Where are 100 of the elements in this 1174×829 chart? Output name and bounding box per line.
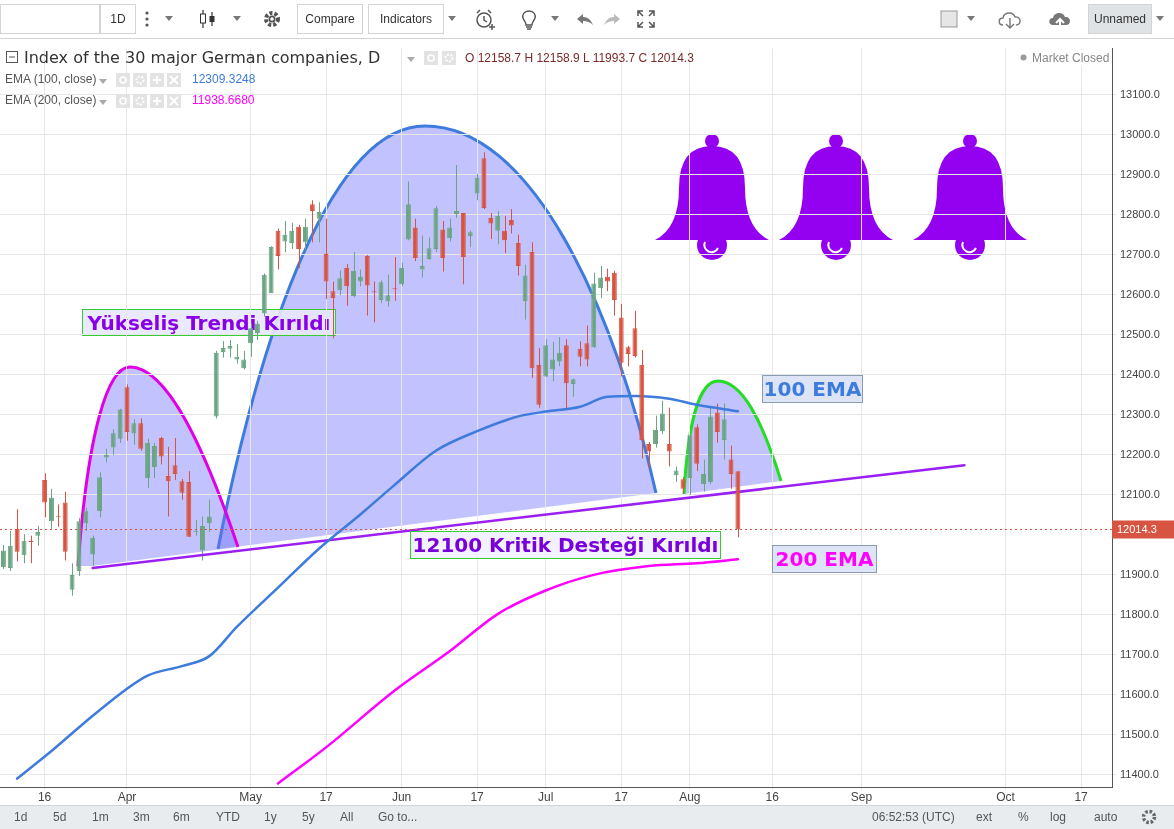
y-tick-label: 11900.0 [1120,567,1159,580]
x-tick-label: Sep [850,789,873,804]
text: log [1050,810,1067,824]
candlestick [69,562,75,597]
candlestick [110,428,116,456]
text: 5y [302,810,315,824]
ref-line-label: 12014.3 [1117,522,1157,535]
candlestick [42,472,48,518]
candlestick [330,281,336,339]
candlestick [206,499,212,533]
candlestick [556,336,562,367]
chart-title: Index of the 30 major German companies, D [24,48,381,67]
text: 1y [264,810,277,824]
candlestick [502,215,507,254]
y-tick-label: 11800.0 [1120,607,1159,620]
y-tick-label: 12900.0 [1120,167,1160,180]
candlestick [337,270,343,296]
line-series [15,394,740,780]
candlestick [344,263,350,307]
text: ext [976,810,993,824]
candlestick [399,262,405,287]
text: 6m [173,810,190,824]
text: 1d [14,810,28,824]
annotation: 12100 Kritik Desteği Kırıldı [410,531,721,559]
candlestick [584,325,590,367]
x-tick-label: Aug [679,789,701,804]
candlestick [83,507,89,532]
text: % [1018,810,1029,824]
annotation: Market Closed [1030,50,1112,66]
y-tick-label: 12600.0 [1120,287,1160,300]
series-label: 200 EMA [772,545,877,573]
candlestick [728,445,734,490]
text: Indicators [368,4,444,34]
y-tick-label: 12200.0 [1120,447,1160,460]
candlestick [7,530,13,572]
candlestick [234,343,240,365]
x-tick-label: May [239,789,262,804]
candlestick [351,251,356,298]
text: Compare [297,4,363,34]
candlestick [0,544,6,570]
x-tick-label: Oct [996,789,1016,804]
text: auto [1094,810,1118,824]
y-tick-label: 12500.0 [1120,327,1160,340]
candlestick [385,274,391,308]
y-tick-label: 12700.0 [1120,247,1160,260]
candlestick [447,218,453,242]
annotation: EMA (200, close) [5,93,97,107]
text: 5d [53,810,67,824]
candlestick [165,446,171,517]
candlestick [570,377,576,398]
y-tick-label: 11600.0 [1120,687,1159,700]
candlestick [200,515,205,561]
candlestick [598,265,604,299]
text: 06:52:53 (UTC) [872,810,955,824]
candlestick [151,442,157,479]
x-tick-label: 16 [37,789,52,804]
candlestick [419,235,425,279]
candlestick [378,279,384,304]
candlestick [625,345,631,367]
candlestick [316,201,322,243]
text: Unnamed [1088,4,1152,34]
candlestick [714,403,720,444]
annotation: Yükseliş Trendi Kırıldı [82,309,336,336]
x-tick-label: Jul [538,789,554,804]
annotation: EMA (100, close) [5,72,97,86]
x-tick-label: 16 [765,789,780,804]
x-tick-label: 17 [1074,789,1089,804]
y-tick-label: 13000.0 [1120,127,1160,140]
line-series [276,558,740,785]
candlestick [179,478,185,501]
candlestick [495,210,501,245]
text: All [340,810,354,824]
candlestick [302,218,308,251]
x-tick-label: Apr [117,789,137,804]
candlestick [172,437,178,481]
candlestick [254,320,260,341]
y-tick-label: 13100.0 [1120,87,1160,100]
candlestick [241,350,247,371]
candlestick [309,199,315,243]
chart-subtitle: O 12158.7 H 12158.9 L 11993.7 C 12014.3 [465,51,694,65]
text: YTD [216,810,240,824]
y-tick-label: 12800.0 [1120,207,1160,220]
candlestick [158,436,164,465]
x-tick-label: Jun [391,789,412,804]
candlestick [721,403,727,461]
x-tick-label: 17 [470,789,485,804]
candlestick [515,234,521,277]
candlestick [646,441,652,469]
candlestick [653,415,658,449]
candlestick [282,220,288,253]
text: Go to... [378,810,418,824]
text: 1D [100,4,136,34]
y-tick-label: 12400.0 [1120,367,1160,380]
candlestick [701,459,707,493]
candlestick [35,525,41,547]
candlestick [666,407,672,467]
candlestick [289,222,295,250]
y-tick-label: 11400.0 [1120,768,1159,781]
candlestick [550,341,556,382]
candlestick [659,400,665,435]
